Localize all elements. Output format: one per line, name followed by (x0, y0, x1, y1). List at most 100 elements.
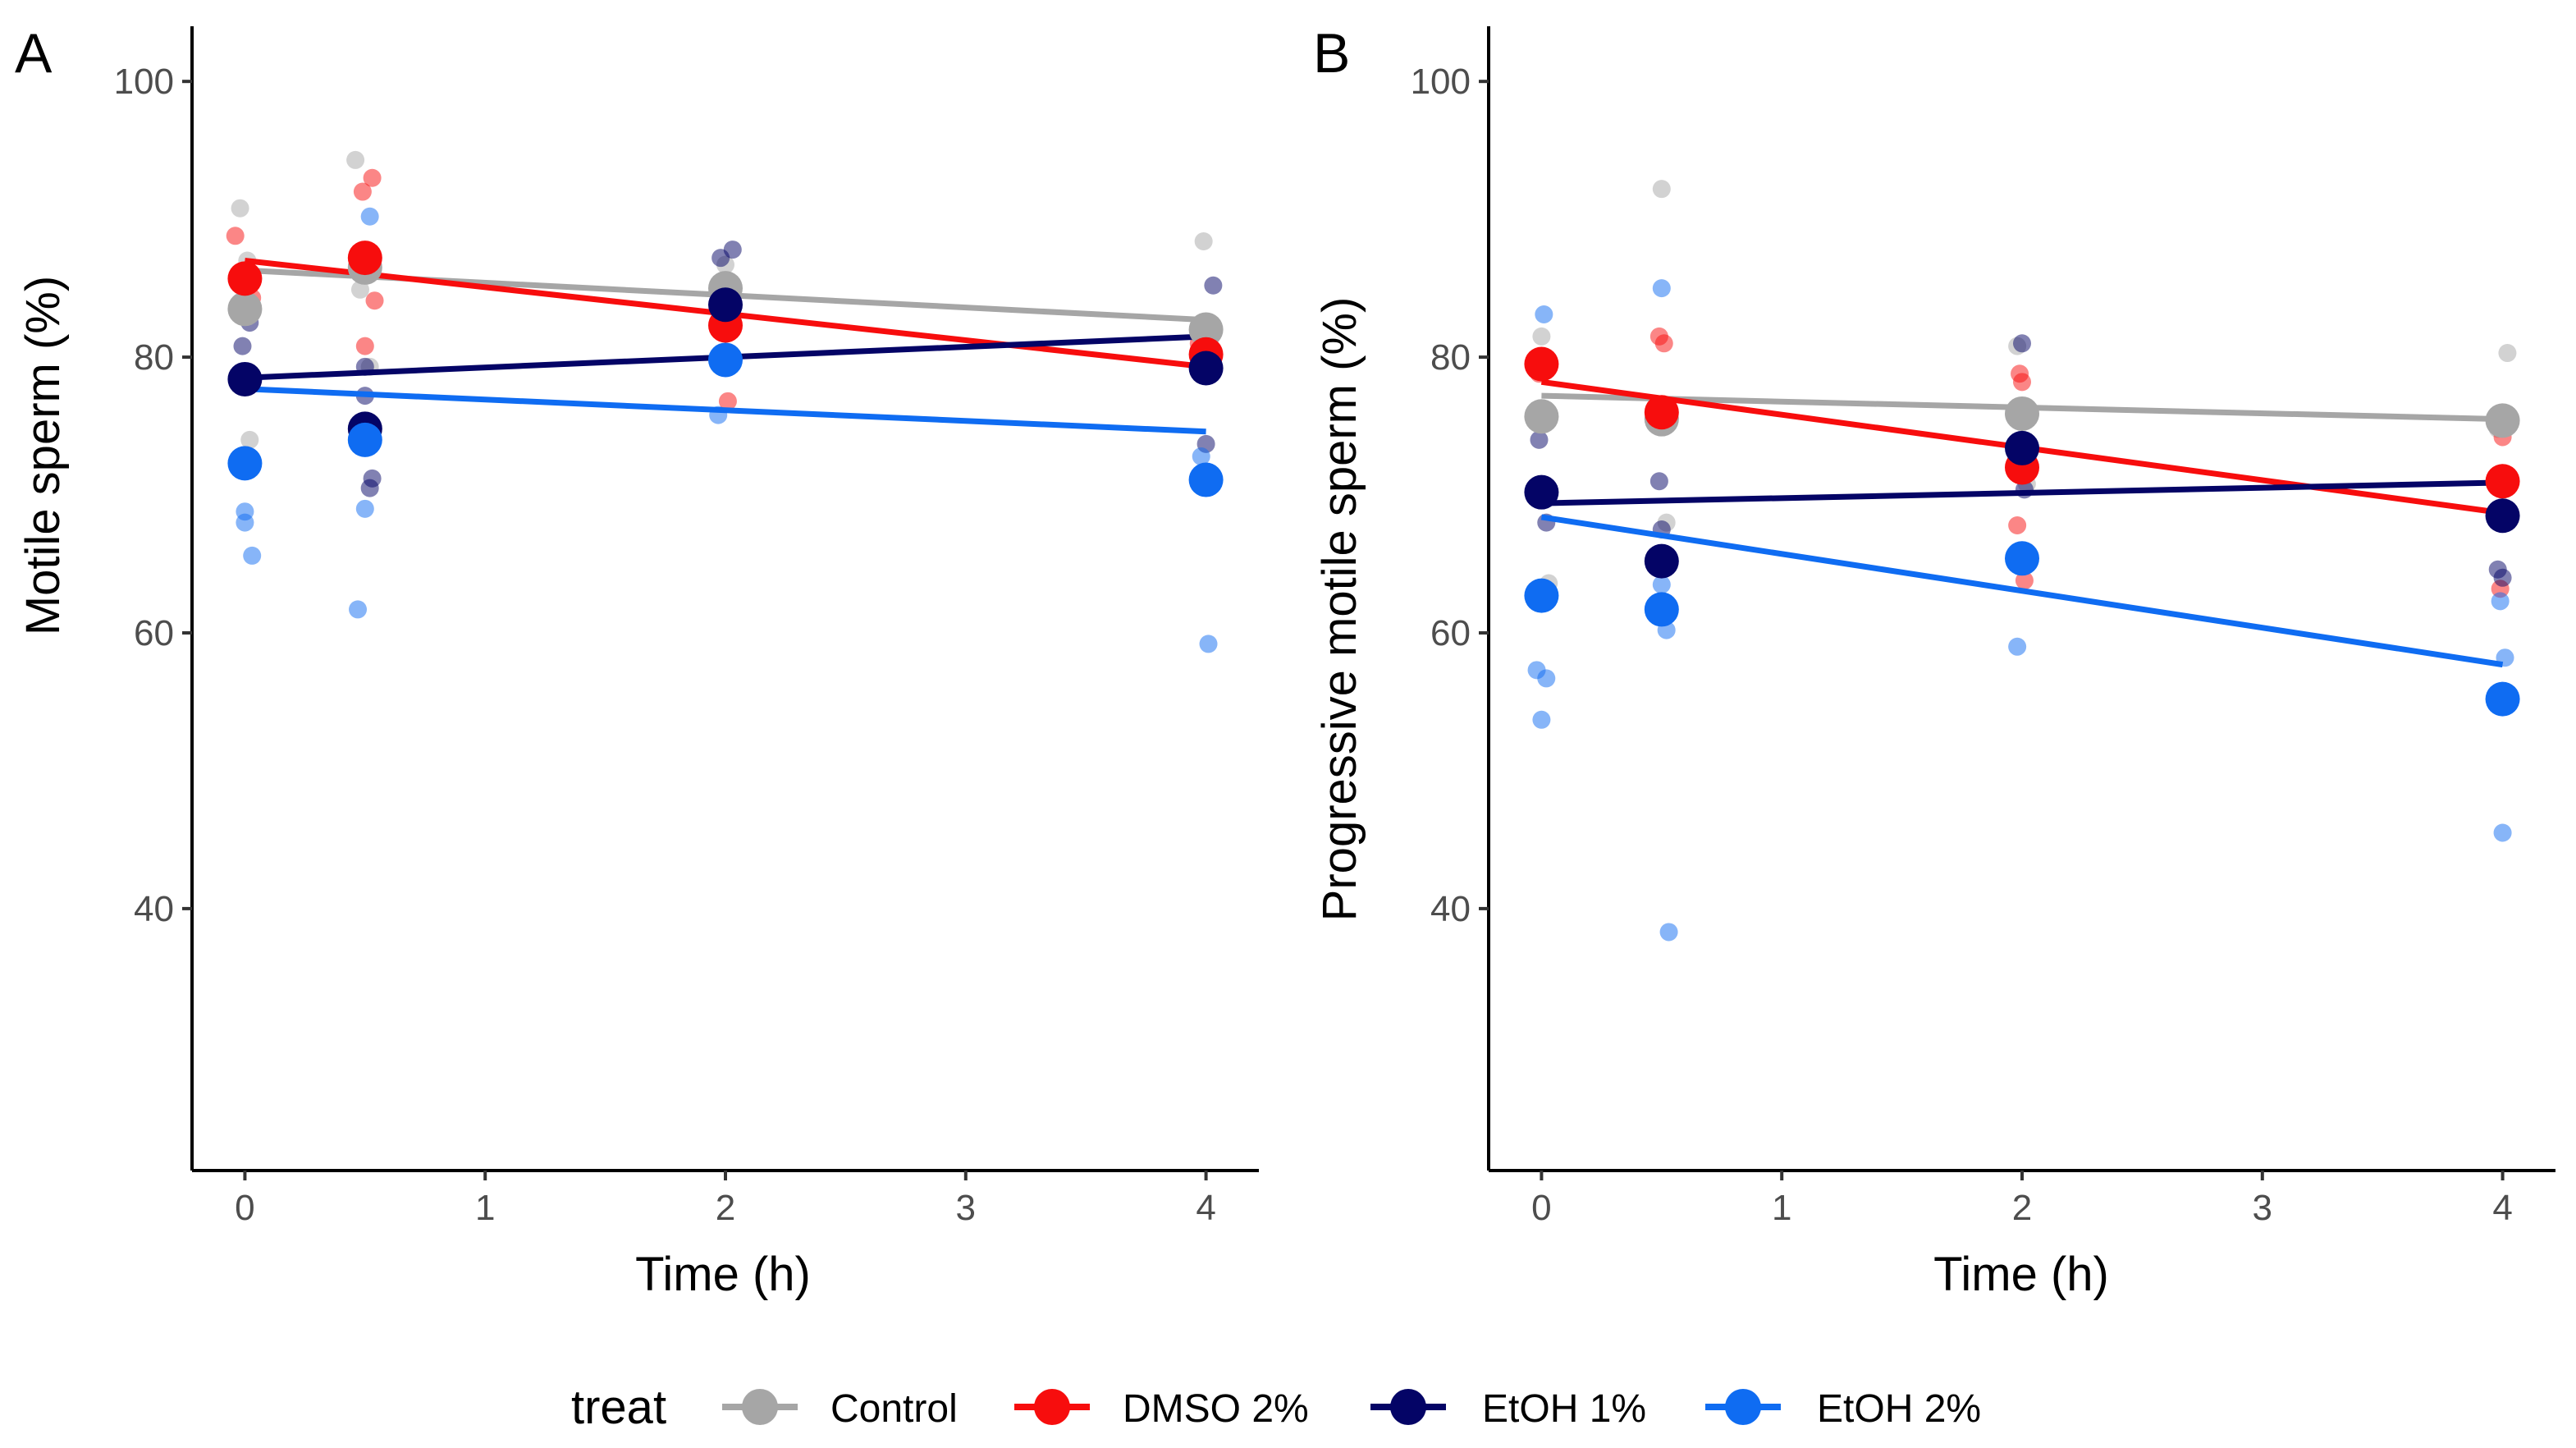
panel-a-x-tick-label: 4 (1196, 1188, 1215, 1228)
panel-b-mean-control (1524, 399, 1559, 434)
panel-b-point-dmso-2 (2013, 373, 2031, 392)
panel-a-axes: 40 60 80 100 0 1 2 3 4 (114, 26, 1259, 1228)
panel-b-point-etoh-1 (2493, 568, 2512, 587)
panel-a-y-tick-label: 80 (134, 337, 174, 378)
panel-b-point-etoh-1 (1649, 472, 1668, 491)
panel-a-point-dmso-2 (353, 182, 372, 201)
panel-b-point-dmso-2 (1654, 334, 1673, 353)
panel-b-point-etoh-2 (1532, 710, 1551, 729)
panel-a-mean-etoh-2 (1188, 462, 1224, 497)
panel-b-mean-dmso-2 (1644, 395, 1679, 430)
panel-a-mean-etoh-2 (227, 446, 263, 481)
legend-label-dmso-2: DMSO 2% (1123, 1387, 1309, 1431)
legend-title: treat (571, 1381, 666, 1434)
panel-a-point-etoh-2 (236, 513, 254, 532)
panel-b-mean-etoh-2 (1644, 592, 1679, 627)
panel-a-point-etoh-1 (1204, 276, 1223, 295)
panel-a-point-etoh-2 (360, 207, 379, 226)
panel-b-point-etoh-2 (2008, 637, 2027, 656)
panel-b-point-etoh-1 (1530, 430, 1549, 449)
panel-a-mean-dmso-2 (227, 261, 263, 296)
panel-b-y-axis-title: Progressive motile sperm (%) (1313, 297, 1366, 922)
panel-b-trend-line-etoh-1 (1541, 479, 2503, 506)
panel-b-y-tick-label: 80 (1430, 337, 1471, 378)
panel-b-point-etoh-2 (1652, 279, 1671, 298)
panel-b-point-etoh-2 (1652, 575, 1671, 594)
panel-b-x-tick-label: 0 (1531, 1188, 1551, 1228)
legend-label-etoh-2: EtOH 2% (1817, 1387, 1981, 1431)
panel-b-x-tick-label: 4 (2492, 1188, 2512, 1228)
panel-b-mean-dmso-2 (1524, 346, 1559, 382)
legend-entry-dmso-2: DMSO 2% (1014, 1387, 1309, 1431)
panel-a-y-axis-title: Motile sperm (%) (16, 276, 70, 635)
panel-b-point-control (2498, 344, 2517, 363)
panel-a-mean-etoh-2 (708, 342, 743, 378)
panel-a-y-tick-label: 40 (134, 889, 174, 929)
legend-entry-etoh-2: EtOH 2% (1705, 1387, 1981, 1431)
panel-b-point-control (1532, 327, 1551, 346)
panel-a-point-etoh-1 (723, 241, 742, 259)
legend-entry-etoh-1: EtOH 1% (1370, 1387, 1646, 1431)
panel-a-motile-sperm: A 40 60 80 100 0 1 2 3 4 Time (h) Motile sperm (… (15, 22, 1259, 1301)
panel-b-mean-etoh-1 (2005, 430, 2039, 465)
panel-b-y-tick-label: 40 (1430, 889, 1471, 929)
panel-b-point-etoh-2 (1535, 305, 1553, 324)
panel-a-point-control (346, 150, 365, 169)
panel-a-tag: A (15, 22, 53, 85)
panel-a-x-tick-label: 0 (235, 1188, 254, 1228)
panel-a-point-etoh-2 (1192, 447, 1210, 466)
panel-b-mean-control (2005, 396, 2039, 431)
panel-b-trend-line-etoh-2 (1540, 514, 2504, 668)
panel-b-mean-etoh-2 (2485, 681, 2520, 717)
panel-b-tag: B (1313, 22, 1350, 85)
panel-a-y-tick-label: 100 (114, 62, 174, 102)
panel-b-mean-control (2485, 403, 2520, 438)
panel-a-point-control (350, 280, 369, 299)
panel-a-point-etoh-2 (349, 600, 368, 619)
panel-b-point-etoh-2 (1659, 923, 1678, 942)
panel-a-trend-line-etoh-2 (245, 386, 1206, 435)
panel-b-mean-etoh-2 (1524, 578, 1559, 613)
panel-b-mean-etoh-1 (2485, 498, 2520, 534)
panel-a-point-etoh-1 (360, 479, 379, 497)
panel-a-point-control (1194, 232, 1213, 251)
legend-key-dot-etoh-1 (1390, 1389, 1426, 1425)
legend: treat Control DMSO 2% EtOH 1% EtOH 2% (571, 1381, 1981, 1434)
panel-b-mean-etoh-1 (1524, 474, 1559, 510)
panel-b-point-control (1652, 180, 1671, 199)
panel-a-point-dmso-2 (718, 392, 737, 410)
panel-a-point-etoh-2 (1199, 635, 1218, 653)
panel-b-x-axis-title: Time (h) (1933, 1248, 2109, 1301)
panel-a-point-control (231, 199, 249, 218)
panel-a-point-etoh-1 (233, 337, 252, 355)
panel-b-axes: 40 60 80 100 0 1 2 3 4 (1411, 26, 2555, 1228)
panel-b-mean-etoh-1 (1644, 543, 1679, 579)
panel-b-point-etoh-1 (2013, 334, 2031, 353)
panel-a-point-etoh-2 (355, 499, 374, 518)
legend-key-dot-control (742, 1389, 778, 1425)
legend-entry-control: Control (722, 1387, 958, 1431)
panel-b-mean-etoh-2 (2005, 541, 2039, 576)
panel-a-mean-dmso-2 (347, 241, 382, 276)
panel-b-point-etoh-2 (2493, 823, 2512, 842)
panel-a-point-dmso-2 (365, 291, 384, 310)
panel-a-point-etoh-2 (243, 546, 262, 565)
panel-a-y-tick-label: 60 (134, 613, 174, 653)
panel-a-mean-control (1188, 312, 1224, 347)
panel-a-point-dmso-2 (363, 168, 382, 187)
panel-a-point-dmso-2 (355, 337, 374, 355)
panel-a-x-tick-label: 2 (716, 1188, 735, 1228)
panel-b-points (1524, 180, 2520, 942)
legend-key-dot-etoh-2 (1725, 1389, 1761, 1425)
panel-b-x-tick-label: 1 (1772, 1188, 1791, 1228)
panel-a-point-dmso-2 (226, 227, 245, 245)
panel-a-mean-etoh-1 (708, 287, 743, 323)
panel-a-points (226, 150, 1224, 653)
panel-b-mean-dmso-2 (2485, 464, 2520, 499)
panel-b-point-dmso-2 (2015, 571, 2034, 590)
panel-a-mean-control (227, 291, 263, 327)
panel-b-point-etoh-2 (2491, 592, 2510, 611)
panel-a-x-tick-label: 3 (956, 1188, 976, 1228)
panel-a-mean-etoh-1 (227, 361, 263, 396)
panel-b-y-tick-label: 100 (1411, 62, 1471, 102)
